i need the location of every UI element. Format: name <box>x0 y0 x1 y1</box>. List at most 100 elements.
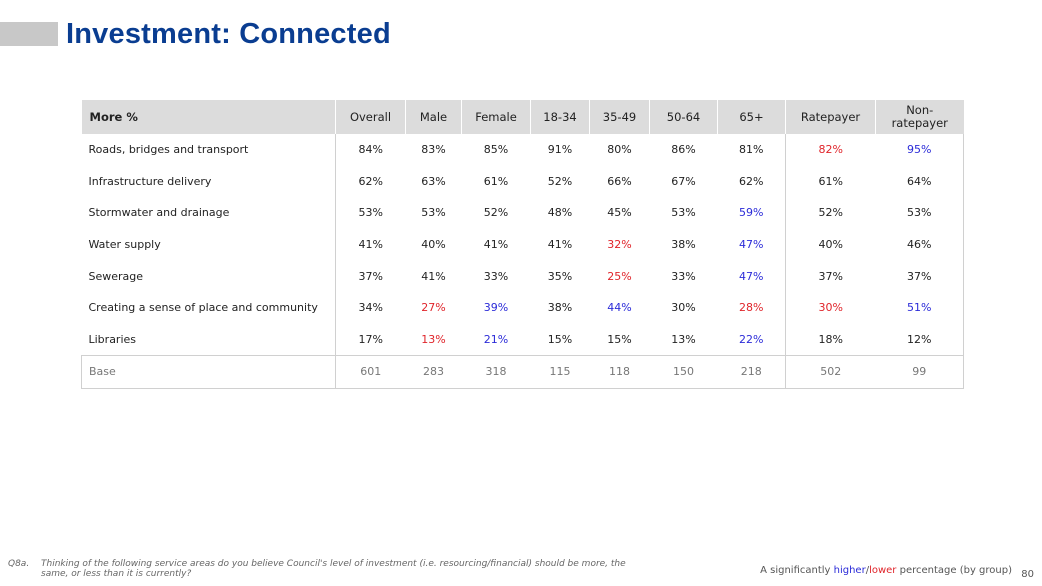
table-cell: 48% <box>547 206 573 220</box>
table-cell: 150 <box>649 355 718 389</box>
table-row: Infrastructure delivery 62% 63% 61% 52% 66% 67… <box>81 165 964 198</box>
table-cell: 21% <box>483 332 509 346</box>
table-cell: 80% <box>607 143 632 157</box>
table-row: Stormwater and drainage 53% 53% 52% 48% 45% 53… <box>81 197 964 229</box>
legend-suffix: percentage (by group) <box>896 565 1012 576</box>
table-cell: 318 <box>461 355 531 389</box>
table-cell: 51% <box>875 291 964 324</box>
table-cell: 13% <box>421 332 446 346</box>
table-cell: 39% <box>483 301 509 315</box>
table-cell: 218 <box>717 355 786 389</box>
table-cell: 34% <box>335 291 406 324</box>
table-cell: 67% <box>671 174 696 188</box>
table-cell: 601 <box>335 355 406 389</box>
table-cell: 52% <box>785 197 876 229</box>
table-cell: 38% <box>547 301 573 315</box>
table-cell: 47% <box>739 238 764 252</box>
row-label: Infrastructure delivery <box>81 165 336 198</box>
legend-slash: / <box>865 565 870 576</box>
table-cell: 91% <box>547 143 573 157</box>
row-label: Roads, bridges and transport <box>81 134 336 166</box>
table-cell: 45% <box>607 206 632 220</box>
table-cell: 30% <box>785 291 876 324</box>
column-header: 35-49 <box>589 100 650 134</box>
table-row: Libraries 17% 13% 21% 15% 15% 13% 22% 18% 12% <box>81 323 964 356</box>
table-cell: 41% <box>547 238 573 252</box>
footnote-number: Q8a. <box>8 559 30 569</box>
row-label: Stormwater and drainage <box>81 197 336 229</box>
table-cell: 86% <box>671 143 696 157</box>
table-cell: 66% <box>607 174 632 188</box>
title-accent-bar <box>0 22 58 46</box>
table-cell: 85% <box>483 143 509 157</box>
table-cell: 17% <box>335 323 406 356</box>
table-cell: 33% <box>483 269 509 283</box>
table-cell: 15% <box>607 332 632 346</box>
table-cell: 81% <box>739 143 764 157</box>
legend-higher: higher <box>833 565 866 576</box>
table-cell: 30% <box>671 301 696 315</box>
table-cell: 38% <box>671 238 696 252</box>
table-header-label: More % <box>81 100 336 134</box>
table-cell: 40% <box>421 238 446 252</box>
table-cell: 15% <box>547 332 573 346</box>
table-cell: 13% <box>671 332 696 346</box>
table-cell: 33% <box>671 269 696 283</box>
table-cell: 82% <box>785 134 876 166</box>
page-title: Investment: Connected <box>66 18 391 50</box>
results-table: More % Overall Male Female 18-34 35-49 5… <box>81 100 964 389</box>
table-cell: 27% <box>421 301 446 315</box>
row-label: Base <box>81 355 336 389</box>
table-cell: 63% <box>421 174 446 188</box>
table-cell: 64% <box>875 165 964 198</box>
base-row: Base 601 283 318 115 118 150 218 502 99 <box>81 355 964 389</box>
table-cell: 283 <box>405 355 462 389</box>
table-cell: 46% <box>875 228 964 261</box>
table-row: Sewerage 37% 41% 33% 35% 25% 33% 47% 37% 37% <box>81 260 964 292</box>
column-header: 18-34 <box>530 100 590 134</box>
table-cell: 35% <box>547 269 573 283</box>
table-row: Roads, bridges and transport 84% 83% 85% 91%… <box>81 134 964 166</box>
legend-prefix: A significantly <box>760 565 834 576</box>
row-label: Sewerage <box>81 260 336 292</box>
row-label: Libraries <box>81 323 336 356</box>
table-cell: 28% <box>739 301 764 315</box>
column-header: Non-ratepayer <box>875 100 964 134</box>
table-cell: 118 <box>589 355 650 389</box>
table-cell: 95% <box>875 134 964 166</box>
table-cell: 32% <box>607 238 632 252</box>
table-row: Creating a sense of place and community 3… <box>81 291 964 324</box>
table-row: Water supply 41% 40% 41% 41% 32% 38% 47% 40% 46% <box>81 228 964 261</box>
table-cell: 37% <box>785 260 876 292</box>
table-cell: 18% <box>785 323 876 356</box>
table-cell: 53% <box>875 197 964 229</box>
page-number: 80 <box>1021 569 1034 580</box>
table-cell: 41% <box>335 228 406 261</box>
table-cell: 41% <box>483 238 509 252</box>
table-cell: 44% <box>607 301 632 315</box>
table-cell: 37% <box>875 260 964 292</box>
table-cell: 25% <box>607 269 632 283</box>
row-label: Water supply <box>81 228 336 261</box>
table-cell: 41% <box>421 269 446 283</box>
legend-lower: lower <box>869 565 897 576</box>
table-cell: 37% <box>335 260 406 292</box>
table-cell: 40% <box>785 228 876 261</box>
table-cell: 62% <box>739 174 764 188</box>
table-cell: 59% <box>739 206 764 220</box>
table-cell: 47% <box>739 269 764 283</box>
table-cell: 502 <box>785 355 876 389</box>
table-header-row: More % Overall Male Female 18-34 35-49 5… <box>81 100 964 134</box>
table-cell: 52% <box>547 174 573 188</box>
table-cell: 53% <box>421 206 446 220</box>
row-label: Creating a sense of place and community <box>81 291 336 324</box>
footnote-text: Thinking of the following service areas … <box>41 559 626 579</box>
table-cell: 53% <box>335 197 406 229</box>
column-header: 50-64 <box>649 100 718 134</box>
table-cell: 83% <box>421 143 446 157</box>
table-cell: 99 <box>875 355 964 389</box>
table-cell: 61% <box>483 174 509 188</box>
column-header: Male <box>405 100 462 134</box>
table-cell: 12% <box>875 323 964 356</box>
table-cell: 52% <box>483 206 509 220</box>
